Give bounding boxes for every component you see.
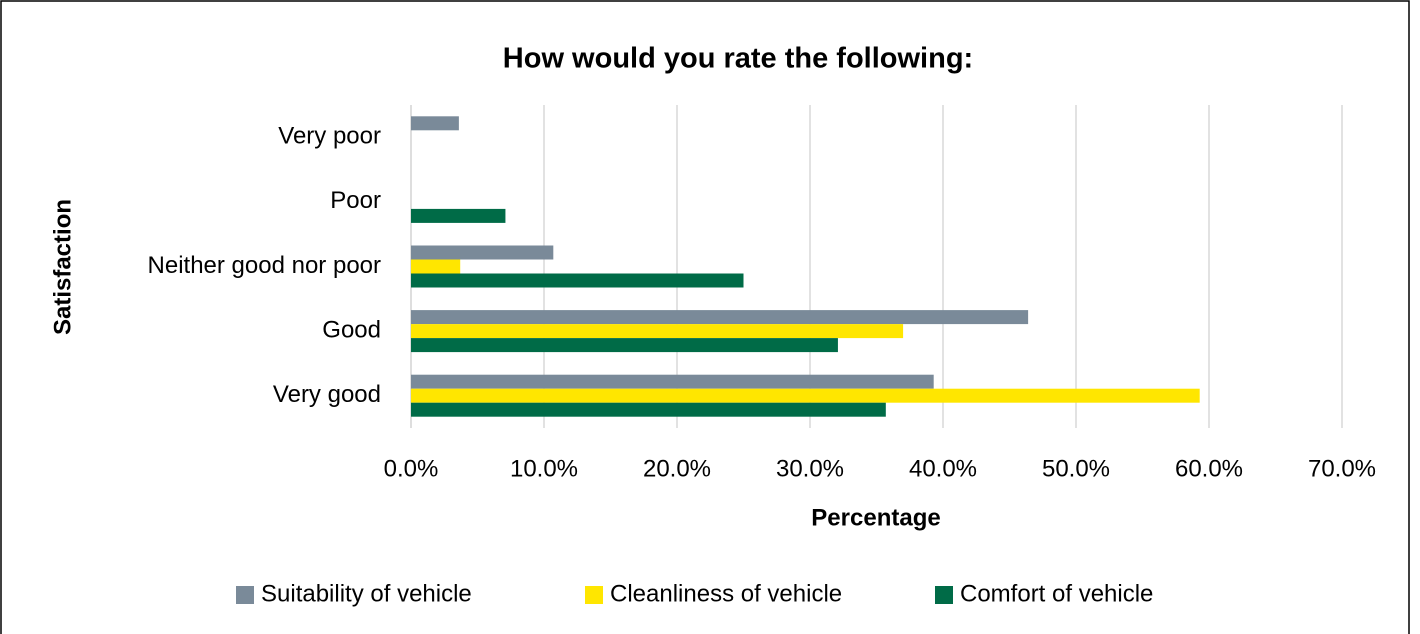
bar	[411, 273, 744, 288]
legend-label: Cleanliness of vehicle	[610, 580, 842, 607]
bar	[411, 402, 886, 417]
y-axis-label: Satisfaction	[49, 199, 76, 335]
y-tick-label: Neither good nor poor	[148, 252, 381, 279]
bar	[411, 338, 838, 353]
legend-swatch	[935, 586, 953, 604]
y-tick-label: Very poor	[278, 123, 381, 150]
bar	[411, 388, 1200, 403]
chart-title: How would you rate the following:	[503, 43, 973, 75]
x-axis-label: Percentage	[811, 504, 940, 531]
legend-label: Suitability of vehicle	[261, 580, 472, 607]
x-tick-label: 40.0%	[909, 455, 977, 482]
bar	[411, 116, 459, 131]
legend-swatch	[585, 586, 603, 604]
y-tick-label: Good	[322, 316, 381, 343]
bar	[411, 310, 1029, 325]
bar	[411, 374, 934, 389]
x-tick-label: 20.0%	[643, 455, 711, 482]
x-tick-label: 50.0%	[1042, 455, 1110, 482]
y-tick-label: Poor	[330, 187, 381, 214]
x-tick-label: 10.0%	[510, 455, 578, 482]
y-tick-label: Very good	[273, 381, 381, 408]
legend-swatch	[236, 586, 254, 604]
bar	[411, 259, 461, 274]
legend-label: Comfort of vehicle	[960, 580, 1153, 607]
x-tick-label: 60.0%	[1175, 455, 1243, 482]
bar	[411, 245, 554, 260]
x-tick-label: 0.0%	[384, 455, 439, 482]
x-tick-label: 30.0%	[776, 455, 844, 482]
x-tick-label: 70.0%	[1308, 455, 1376, 482]
bar	[411, 208, 506, 223]
bar	[411, 324, 904, 339]
